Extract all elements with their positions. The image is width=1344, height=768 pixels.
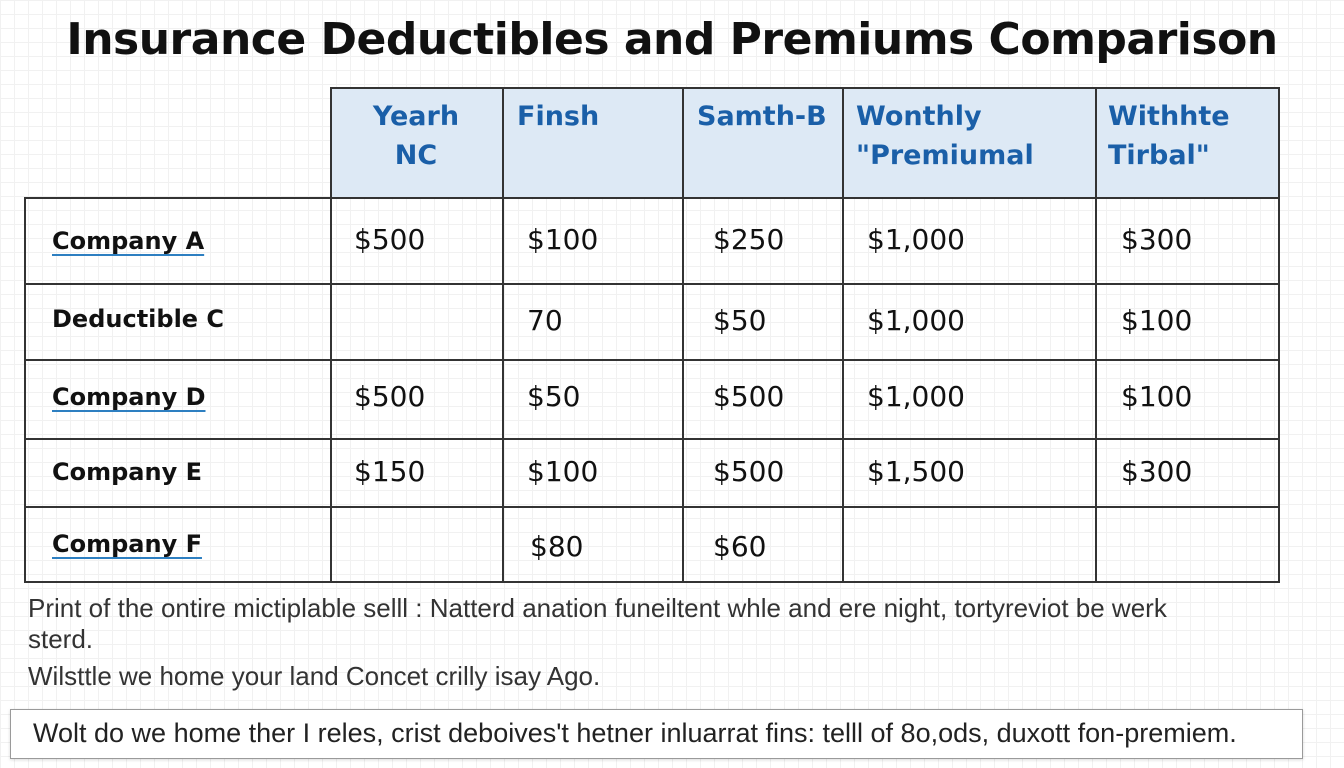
table-cell: $500 bbox=[713, 380, 785, 413]
table-cell: $100 bbox=[1121, 304, 1193, 337]
table-cell: $500 bbox=[354, 380, 426, 413]
table-cell: $300 bbox=[1121, 223, 1193, 256]
table-rule bbox=[24, 197, 26, 582]
footer-text: Wolt do we home ther I reles, crist debo… bbox=[33, 718, 1237, 748]
table-cell: $300 bbox=[1121, 455, 1193, 488]
note-line: Print of the ontire mictiplable selll : … bbox=[28, 593, 1167, 623]
row-label: Company D bbox=[52, 383, 206, 411]
table-rule bbox=[682, 87, 684, 582]
table-cell: $500 bbox=[354, 223, 426, 256]
table-rule bbox=[1278, 87, 1280, 582]
table-rule bbox=[24, 197, 1280, 199]
header-label: Tirbal" bbox=[1108, 140, 1210, 171]
header-cell-wonthly: Wonthly "Premiumal bbox=[842, 87, 1095, 197]
note-line: Wilsttle we home your land Concet crilly… bbox=[28, 661, 601, 691]
row-label: Company A bbox=[52, 227, 205, 255]
table-cell: 70 bbox=[527, 304, 563, 337]
header-cell-finsh: Finsh bbox=[502, 87, 682, 197]
table-cell: $250 bbox=[713, 223, 785, 256]
header-cell-yearh: Yearh NC bbox=[330, 87, 502, 197]
table-cell: $100 bbox=[527, 455, 599, 488]
comparison-table: Yearh NC Finsh Samth-B Wonthly "Premiuma… bbox=[24, 87, 1280, 583]
header-label: Withhte bbox=[1108, 101, 1230, 132]
table-rule bbox=[330, 87, 1280, 89]
table-rule bbox=[24, 438, 1280, 440]
table-rule bbox=[1095, 87, 1097, 582]
row-label: Company E bbox=[52, 458, 202, 486]
page-title: Insurance Deductibles and Premiums Compa… bbox=[66, 14, 1278, 65]
row-label: Company F bbox=[52, 530, 202, 558]
table-cell: $60 bbox=[713, 530, 767, 563]
header-label: Samth-B bbox=[697, 101, 827, 132]
table-cell: $80 bbox=[530, 530, 584, 563]
header-label: "Premiumal bbox=[856, 140, 1034, 171]
header-cell-withhte: Withhte Tirbal" bbox=[1095, 87, 1280, 197]
row-label: Deductible C bbox=[52, 305, 225, 333]
header-cell-samth-b: Samth-B bbox=[682, 87, 842, 197]
header-label: Yearh bbox=[372, 101, 460, 132]
table-cell: $100 bbox=[527, 223, 599, 256]
header-label: Finsh bbox=[517, 101, 600, 132]
table-rule bbox=[24, 359, 1280, 361]
table-cell: $1,000 bbox=[867, 304, 965, 337]
note-paragraph: Print of the ontire mictiplable selll : … bbox=[28, 593, 1318, 655]
table-cell: $50 bbox=[713, 304, 767, 337]
table-rule bbox=[842, 87, 844, 582]
table-cell: $1,000 bbox=[867, 380, 965, 413]
table-cell: $100 bbox=[1121, 380, 1193, 413]
table-cell: $500 bbox=[713, 455, 785, 488]
table-cell: $1,000 bbox=[867, 223, 965, 256]
header-label: NC bbox=[394, 140, 438, 171]
table-rule bbox=[24, 283, 1280, 285]
table-cell: $50 bbox=[527, 380, 581, 413]
header-label: Wonthly bbox=[856, 101, 982, 132]
table-rule bbox=[330, 87, 332, 582]
table-cell: $1,500 bbox=[867, 455, 965, 488]
table-cell: $150 bbox=[354, 455, 426, 488]
note-line: sterd. bbox=[28, 624, 94, 654]
table-rule bbox=[24, 506, 1280, 508]
table-rule bbox=[502, 87, 504, 582]
table-rule bbox=[24, 581, 1280, 583]
footer-box: Wolt do we home ther I reles, crist debo… bbox=[10, 709, 1303, 759]
